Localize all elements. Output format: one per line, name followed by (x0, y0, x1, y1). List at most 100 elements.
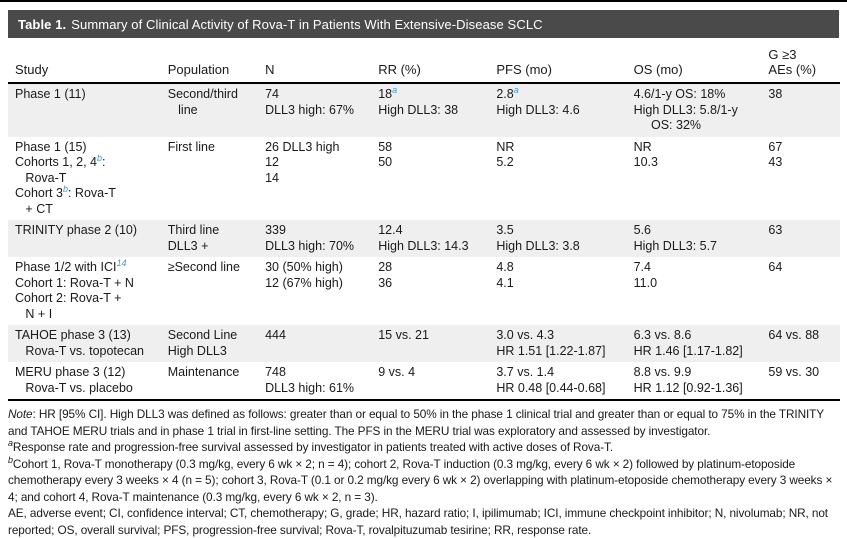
note-line: Note: HR [95% CI]. High DLL3 was defined… (8, 406, 839, 439)
table-cell: Phase 1 (11) (8, 83, 168, 137)
cell-line: NR (633, 139, 652, 154)
cell-line: 12.4 (378, 223, 403, 237)
table-cell: 59 vs. 30 (768, 362, 840, 401)
table-cell: First line (168, 137, 265, 221)
cell-line: 6.3 vs. 8.6 (633, 328, 692, 342)
cell-line: High DLL3: 4.6 (496, 102, 580, 117)
clinical-activity-table: Study Population N RR (%) PFS (mo) OS (mo) G ≥… (8, 45, 840, 401)
table-cell: 12.4 High DLL3: 14.3 (378, 220, 496, 257)
footnote-ref: a (392, 84, 398, 95)
cell-line: High DLL3: 5.8/1-y (633, 102, 738, 117)
table-cell: Second/third line (168, 83, 265, 137)
cell-line: High DLL3: 14.3 (378, 238, 469, 253)
cell-line: Cohort 3b: Rova-T (15, 183, 116, 200)
cell-line: HR 1.51 [1.22-1.87] (496, 343, 606, 358)
table-cell: 6.3 vs. 8.6 HR 1.46 [1.17-1.82] (634, 325, 769, 362)
cell-line: 50 (378, 155, 393, 169)
cell-line: DLL3 high: 67% (265, 102, 355, 117)
cell-line: MERU phase 3 (12) (15, 365, 126, 379)
table-header-row: Study Population N RR (%) PFS (mo) OS (mo) G ≥… (8, 45, 840, 84)
cell-line: 67 (768, 139, 783, 154)
table-title-bar: Table 1. Summary of Clinical Activity of… (8, 10, 839, 38)
table-cell: Phase 1 (15) Cohorts 1, 2, 4b: Rova-T Coho… (8, 137, 168, 221)
cell-line: 38 (768, 87, 783, 101)
table-cell: 748 DLL3 high: 61% (265, 362, 379, 401)
cell-line: 64 vs. 88 (768, 328, 820, 342)
note-text: : HR [95% CI]. High DLL3 was defined as … (8, 407, 824, 438)
cell-line: TAHOE phase 3 (13) (15, 328, 131, 342)
cell-line: 74 (265, 87, 279, 101)
cell-line: High DLL3: 3.8 (496, 238, 580, 253)
cell-line: High DLL3: 5.7 (633, 238, 718, 253)
cell-line: DLL3 + (167, 238, 209, 253)
column-header: Population (167, 45, 266, 84)
table-cell: 28 36 (378, 257, 496, 325)
cell-line: 4.1 (496, 275, 514, 290)
table-cell: 67 43 (768, 137, 840, 221)
cell-line: Phase 1 (15) (15, 139, 87, 154)
cell-line: 15 vs. 21 (378, 328, 429, 342)
column-header: Study (8, 45, 168, 84)
cell-line: HR 0.48 [0.44-0.68] (496, 380, 606, 395)
footnote-a-text: Response rate and progression-free survi… (12, 440, 613, 454)
cell-line: 5.6 (633, 223, 652, 237)
table-row: TAHOE phase 3 (13) Rova-T vs. topotecan S… (8, 325, 840, 362)
table-cell: Third line DLL3 + (168, 220, 265, 257)
cell-line: 64 (768, 260, 783, 274)
cell-line: 5.2 (496, 155, 514, 169)
column-header: OS (mo) (633, 45, 769, 84)
cell-line: TRINITY phase 2 (10) (15, 223, 138, 237)
table-cell: 30 (50% high) 12 (67% high) (265, 257, 378, 325)
table-cell: 74 DLL3 high: 67% (265, 83, 378, 137)
cell-line: 748 (265, 365, 286, 379)
table-cell: NR 10.3 (634, 137, 769, 221)
cell-line: 8.8 vs. 9.9 (633, 365, 692, 379)
cell-line: NR (496, 139, 515, 154)
cell-line: Rova-T (15, 170, 67, 185)
note-label: Note (8, 407, 33, 421)
cell-line: Second Line (167, 328, 238, 342)
cell-line: Third line (167, 223, 220, 237)
footnote-ref: a (513, 84, 519, 95)
cell-line: line (167, 102, 198, 117)
table-title: Summary of Clinical Activity of Rova-T i… (71, 16, 543, 32)
cell-line: 3.7 vs. 1.4 (496, 365, 555, 379)
cell-line: 18a (378, 84, 398, 101)
table-cell: 444 (265, 325, 378, 362)
cell-line: High DLL3: 38 (378, 102, 459, 117)
cell-line: Cohort 2: Rova-T + (15, 291, 122, 305)
footnote-ref: b (97, 152, 103, 163)
cell-line: Maintenance (167, 365, 240, 379)
table-cell: 18a High DLL3: 38 (378, 83, 496, 137)
cell-line: 11.0 (633, 275, 658, 290)
column-header: N (265, 45, 379, 84)
table-cell: Maintenance (167, 362, 266, 401)
cell-line: + CT (15, 201, 53, 216)
table-cell: 3.7 vs. 1.4 HR 0.48 [0.44-0.68] (496, 362, 634, 401)
abbreviations-text: AE, adverse event; CI, confidence interv… (8, 506, 828, 537)
table-cell: Phase 1/2 with ICI14 Cohort 1: Rova-T + N… (8, 257, 168, 325)
cell-line: DLL3 high: 61% (265, 380, 355, 395)
cell-line: 444 (265, 328, 286, 342)
footnote-a-marker: a (8, 438, 13, 449)
table-header-row: Study Population N RR (%) PFS (mo) OS (mo) G ≥… (8, 45, 840, 84)
table-cell: 7.4 11.0 (634, 257, 769, 325)
column-header: G ≥3 AEs (%) (768, 45, 840, 84)
cell-line: 36 (378, 275, 393, 290)
footnote-b-marker: b (8, 454, 13, 465)
table-cell: TAHOE phase 3 (13) Rova-T vs. topotecan (8, 325, 168, 362)
table-cell: 3.0 vs. 4.3 HR 1.51 [1.22-1.87] (496, 325, 633, 362)
cell-line: 28 (378, 260, 393, 274)
cell-line: 59 vs. 30 (768, 365, 820, 379)
cell-line: 26 DLL3 high (265, 139, 340, 154)
footnote-ref: b (62, 183, 68, 194)
cell-line: 9 vs. 4 (378, 365, 416, 379)
cell-line: ≥Second line (167, 260, 240, 274)
cell-line: Rova-T vs. placebo (15, 380, 133, 395)
cell-line: High DLL3 (167, 343, 227, 358)
cell-line: DLL3 high: 70% (265, 238, 355, 253)
table-row: MERU phase 3 (12) Rova-T vs. placebo Main… (8, 362, 840, 401)
cell-line: 2.8a (496, 84, 519, 101)
cell-line: 4.8 (496, 260, 514, 274)
table-cell: 2.8a High DLL3: 4.6 (496, 83, 633, 137)
